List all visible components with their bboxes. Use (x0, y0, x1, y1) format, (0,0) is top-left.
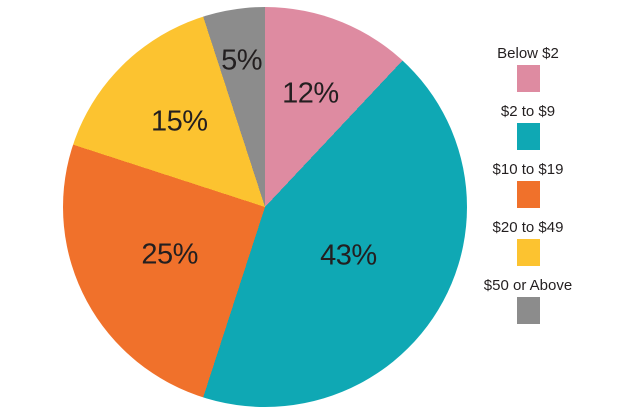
legend: Below $2 $2 to $9 $10 to $19 $20 to $49 $50 … (468, 46, 588, 336)
slice-percent-label: 25% (141, 238, 198, 271)
legend-label: $2 to $9 (500, 103, 556, 120)
legend-label: Below $2 (497, 45, 559, 62)
legend-swatch (516, 239, 540, 266)
slice-percent-label: 12% (282, 77, 339, 110)
legend-swatch (516, 65, 540, 92)
legend-entry: $10 to $19 (492, 161, 564, 208)
slice-percent-label: 43% (320, 239, 377, 272)
pie-chart (63, 7, 467, 407)
legend-entry: Below $2 (497, 46, 559, 92)
legend-entry: $20 to $49 (492, 219, 564, 266)
legend-entry: $2 to $9 (501, 104, 555, 150)
slice-percent-label: 15% (151, 105, 208, 138)
slice-percent-label: 5% (221, 44, 263, 77)
legend-label: $20 to $49 (492, 219, 564, 236)
legend-swatch (516, 123, 540, 150)
legend-entry: $50 or Above (484, 278, 572, 324)
legend-swatch (516, 181, 540, 208)
legend-swatch (516, 297, 540, 324)
legend-label: $10 to $19 (492, 161, 564, 178)
legend-label: $50 or Above (483, 277, 573, 294)
